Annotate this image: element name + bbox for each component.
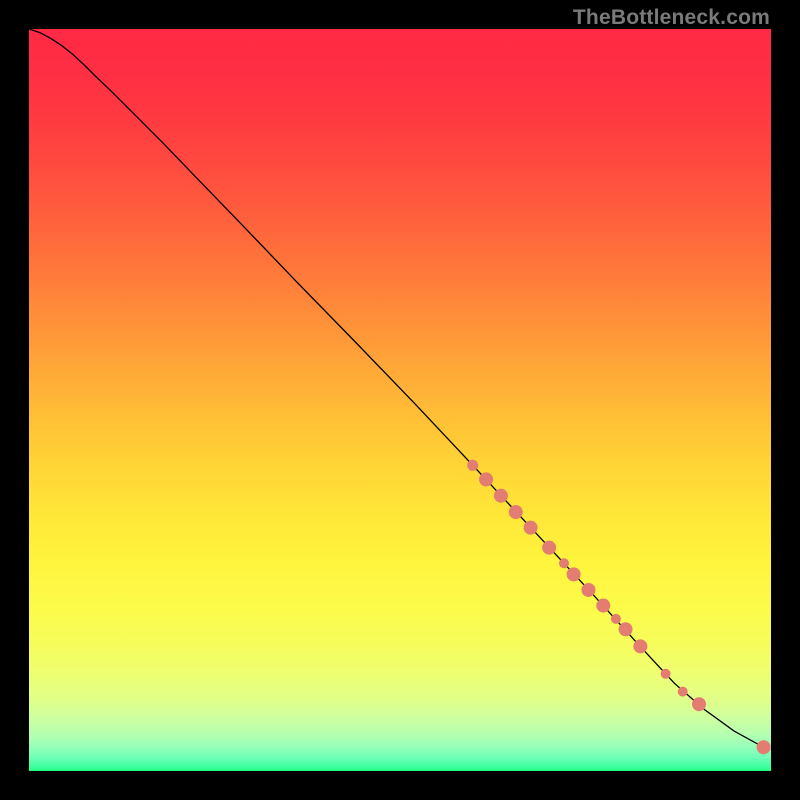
data-marker bbox=[678, 687, 688, 697]
canvas: TheBottleneck.com bbox=[0, 0, 800, 800]
data-marker bbox=[581, 583, 595, 597]
data-marker bbox=[596, 599, 610, 613]
data-marker bbox=[559, 558, 569, 568]
data-marker bbox=[633, 639, 647, 653]
chart-plot bbox=[29, 29, 771, 771]
data-marker bbox=[619, 622, 633, 636]
data-marker bbox=[692, 697, 706, 711]
watermark-label: TheBottleneck.com bbox=[573, 6, 770, 30]
chart-background bbox=[29, 29, 771, 771]
data-marker bbox=[509, 505, 523, 519]
data-marker bbox=[611, 614, 621, 624]
data-marker bbox=[524, 521, 538, 535]
data-marker bbox=[542, 541, 556, 555]
data-marker bbox=[467, 460, 478, 471]
data-marker bbox=[757, 740, 771, 754]
data-marker bbox=[494, 489, 508, 503]
data-marker bbox=[479, 472, 493, 486]
data-marker bbox=[567, 567, 581, 581]
data-marker bbox=[661, 669, 671, 679]
